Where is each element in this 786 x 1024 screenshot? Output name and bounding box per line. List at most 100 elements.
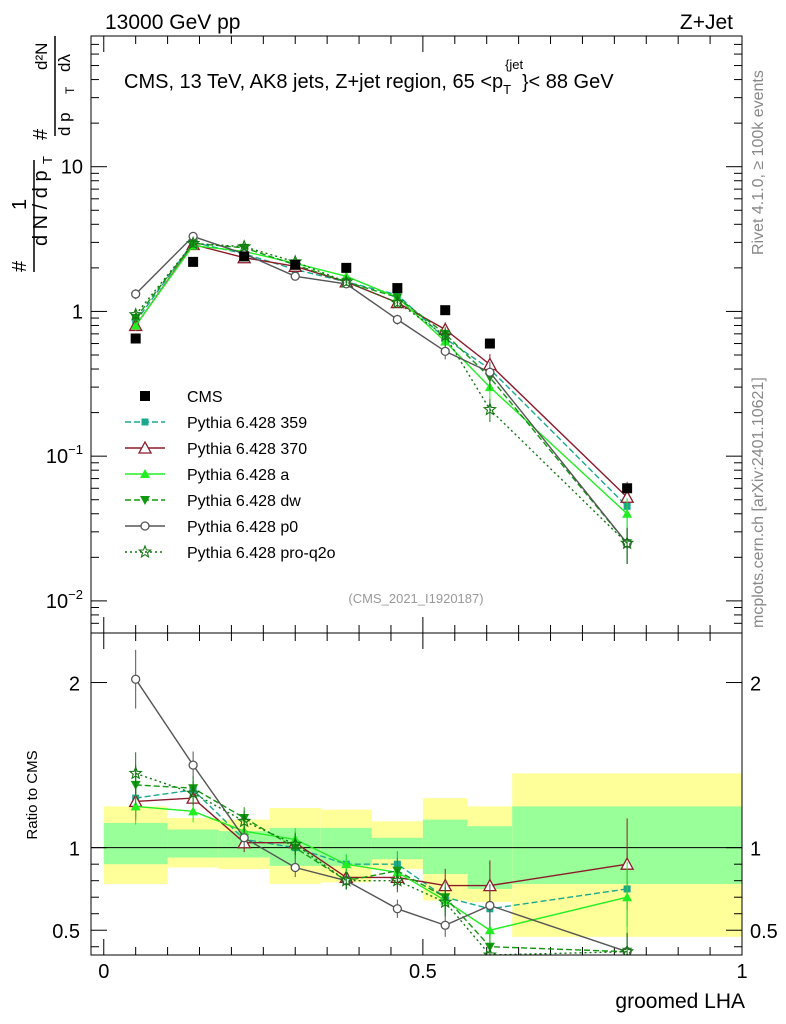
main-ytick-label-base: 10 <box>46 446 68 468</box>
ratio-point-pp0 <box>392 904 403 914</box>
main-ytick-label-exp: −2 <box>68 587 83 602</box>
ratio-axes: 0.5 0.51 12 20 0.5 1 <box>52 633 778 983</box>
point-pq2o <box>619 535 635 550</box>
legend-label-p359: Pythia 6.428 359 <box>187 415 307 432</box>
ratio-point-pp0 <box>290 862 300 873</box>
point-cms <box>484 338 495 349</box>
main-series-layer <box>128 231 635 564</box>
ratio-bands <box>103 773 742 937</box>
legend-label-pq2o: Pythia 6.428 pro-q2o <box>187 545 336 562</box>
title-main: CMS, 13 TeV, AK8 jets, Z+jet region, 65 … <box>124 71 503 93</box>
title-sup-close: } <box>522 72 528 93</box>
legend-marker-pq2o <box>137 544 153 559</box>
ratio-point-pq2o <box>185 785 201 800</box>
xlabel: groomed LHA <box>615 990 745 1013</box>
legend-marker-pdw <box>140 496 150 505</box>
point-cms <box>392 283 403 294</box>
main-ytick-label: 10−2 <box>46 587 83 613</box>
main-frame <box>90 35 743 634</box>
ratio-ytick-label-right: 1 <box>750 839 761 861</box>
ratio-ytick-label-left: 2 <box>69 674 80 696</box>
title-sup: {jet <box>505 57 523 72</box>
ratio-point-pp0 <box>188 760 198 770</box>
point-pq2o <box>390 295 405 309</box>
main-ytick-label: 10−1 <box>46 442 83 468</box>
ratio-point-pa <box>188 806 199 816</box>
point-pq2o <box>237 239 252 253</box>
ylabel-dpT: d p <box>55 112 74 136</box>
ylabel-one: 1 <box>9 199 31 210</box>
ratio-point-pq2o <box>237 813 252 828</box>
ratio-point-pp0 <box>131 674 141 684</box>
ylabel-hash-1: # <box>9 260 31 272</box>
legend-marker-pa <box>140 469 150 478</box>
legend-marker-p359 <box>141 418 149 426</box>
title-sub: T <box>503 82 511 97</box>
ratio-band-inner <box>103 822 168 865</box>
point-pp0 <box>440 346 450 356</box>
watermark: (CMS_2021_I1920187) <box>348 591 483 606</box>
ylabel-hash-2: # <box>30 128 52 140</box>
point-pp0 <box>392 314 403 325</box>
main-ytick-label-base: 10 <box>46 591 68 613</box>
ratio-xtick-label: 0.5 <box>409 961 437 983</box>
series-line-p370 <box>135 243 628 498</box>
ratio-point-pq2o <box>128 765 143 780</box>
ratio-ytick-label-right: 0.5 <box>750 921 778 943</box>
legend-marker-cms <box>140 391 150 401</box>
point-cms <box>188 256 199 267</box>
main-ytick-label: 10 <box>61 157 83 179</box>
rivet-label: Rivet 4.1.0, ≥ 100k events <box>750 70 767 255</box>
ratio-ytick-label-left: 1 <box>69 839 80 861</box>
point-cms <box>341 262 352 273</box>
main-ytick-label-exp: −1 <box>68 442 83 457</box>
header-right: Z+Jet <box>680 11 733 34</box>
legend: CMS Pythia 6.428 359 Pythia 6.428 370 Pythi… <box>125 389 336 562</box>
ratio-band-inner <box>371 837 423 860</box>
point-pq2o <box>482 401 498 416</box>
point-pq2o <box>185 235 201 250</box>
legend-marker-p370 <box>137 440 153 454</box>
ratio-ytick-label-right: 2 <box>750 674 761 696</box>
point-cms <box>130 333 141 344</box>
ylabel-T1: T <box>40 156 55 164</box>
ylabel-d2N: d²N <box>32 43 51 70</box>
ratio-band-inner <box>422 819 468 875</box>
point-pp0 <box>290 271 300 281</box>
ratio-line-pq2o <box>135 772 628 955</box>
ratio-point-pa <box>341 859 352 869</box>
ratio-point-pa <box>484 925 495 935</box>
mcplots-label: mcplots.cern.ch [arXiv:2401.10621] <box>750 377 767 628</box>
ratio-point-pp0 <box>440 920 450 930</box>
point-pq2o <box>438 328 453 342</box>
point-cms <box>440 305 451 316</box>
ratio-point-pa <box>130 801 141 811</box>
legend-label-cms: CMS <box>187 389 223 406</box>
legend-label-p370: Pythia 6.428 370 <box>187 441 307 458</box>
point-pq2o <box>128 307 143 321</box>
ylabel-dN: d N / d p <box>30 170 52 246</box>
ratio-point-pp0 <box>485 900 495 911</box>
ratio-frame <box>90 632 743 956</box>
legend-label-pa: Pythia 6.428 a <box>187 467 289 484</box>
ratio-point-pq2o <box>619 944 635 955</box>
ylabel-T2: T <box>63 86 77 94</box>
chart-title: CMS, 13 TeV, AK8 jets, Z+jet region, 65 … <box>124 57 614 97</box>
main-ytick-label-base: 10 <box>61 157 83 179</box>
main-ytick-label: 1 <box>72 301 83 323</box>
ratio-point-pa <box>622 892 633 902</box>
point-pa <box>130 320 141 330</box>
ratio-point-pp0 <box>239 833 249 843</box>
ratio-series-clipped <box>128 649 635 955</box>
point-pp0 <box>485 367 495 377</box>
point-cms <box>290 259 301 270</box>
ratio-ytick-label-left: 0.5 <box>52 921 80 943</box>
title-tail: < 88 GeV <box>529 71 615 93</box>
ratio-point-pq2o <box>339 873 354 887</box>
ratio-point-pq2o <box>390 873 405 887</box>
ratio-point-pq2o <box>438 894 453 909</box>
point-cms <box>622 483 633 494</box>
point-cms <box>239 251 250 262</box>
